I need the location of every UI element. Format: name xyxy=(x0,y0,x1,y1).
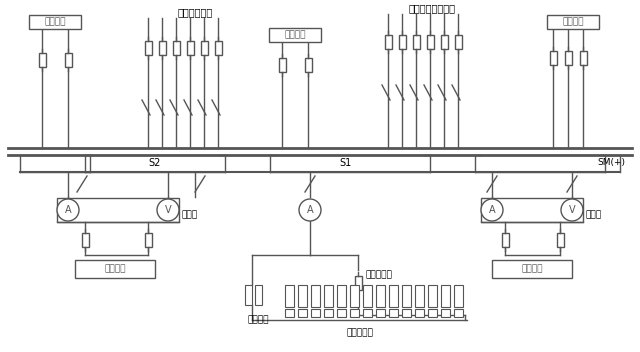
Circle shape xyxy=(481,199,503,221)
Bar xyxy=(399,35,406,49)
Text: 硅整流器: 硅整流器 xyxy=(104,264,125,274)
Bar xyxy=(454,285,463,307)
Bar xyxy=(564,51,572,65)
Bar xyxy=(81,233,88,247)
Bar xyxy=(337,309,346,317)
Text: 硅整流器: 硅整流器 xyxy=(521,264,543,274)
Bar xyxy=(298,285,307,307)
Circle shape xyxy=(57,199,79,221)
Bar xyxy=(278,58,285,72)
Bar xyxy=(324,285,333,307)
Bar xyxy=(376,285,385,307)
Text: 动力直流馈线: 动力直流馈线 xyxy=(177,7,212,17)
Bar xyxy=(385,35,392,49)
Bar xyxy=(481,198,583,222)
Bar xyxy=(413,35,419,49)
Text: SM(+): SM(+) xyxy=(597,158,625,167)
Bar xyxy=(200,41,207,55)
Bar xyxy=(389,285,398,307)
Circle shape xyxy=(157,199,179,221)
Bar xyxy=(75,260,155,278)
Bar xyxy=(298,309,307,317)
Circle shape xyxy=(561,199,583,221)
Bar xyxy=(324,309,333,317)
Text: A: A xyxy=(65,205,71,215)
Bar xyxy=(269,28,321,42)
Bar xyxy=(255,285,262,305)
Bar xyxy=(454,309,463,317)
Bar xyxy=(337,285,346,307)
Bar xyxy=(389,309,398,317)
Text: S1: S1 xyxy=(339,158,351,168)
Text: 放电分接头: 放电分接头 xyxy=(366,270,393,279)
Bar xyxy=(350,309,359,317)
Bar xyxy=(214,41,221,55)
Bar xyxy=(363,285,372,307)
Bar xyxy=(440,35,447,49)
Bar xyxy=(159,41,166,55)
Bar xyxy=(579,51,586,65)
Text: A: A xyxy=(307,205,314,215)
Bar xyxy=(145,41,152,55)
Bar xyxy=(285,285,294,307)
Text: 主充电: 主充电 xyxy=(182,210,198,220)
Bar xyxy=(441,309,450,317)
Text: 闪光装置: 闪光装置 xyxy=(563,18,584,26)
Bar xyxy=(65,53,72,67)
Text: 浮充电: 浮充电 xyxy=(586,210,602,220)
Bar xyxy=(557,233,563,247)
Bar xyxy=(186,41,193,55)
Bar xyxy=(550,51,557,65)
Bar xyxy=(402,285,411,307)
Bar xyxy=(285,309,294,317)
Text: 蓄电池组: 蓄电池组 xyxy=(247,315,269,324)
Bar xyxy=(426,35,433,49)
Bar xyxy=(244,285,252,305)
Bar xyxy=(350,285,359,307)
Bar xyxy=(38,53,45,67)
Text: S2: S2 xyxy=(149,158,161,168)
Bar xyxy=(57,198,179,222)
Circle shape xyxy=(299,199,321,221)
Bar xyxy=(454,35,461,49)
Bar xyxy=(402,309,411,317)
Text: 电压监察: 电压监察 xyxy=(44,18,66,26)
Text: A: A xyxy=(489,205,495,215)
Bar xyxy=(376,309,385,317)
Text: V: V xyxy=(569,205,575,215)
Text: 操作信号直流馈线: 操作信号直流馈线 xyxy=(408,3,456,13)
Bar xyxy=(492,260,572,278)
Bar xyxy=(502,233,509,247)
Bar xyxy=(415,309,424,317)
Bar xyxy=(415,285,424,307)
Bar xyxy=(145,233,152,247)
Bar xyxy=(173,41,179,55)
Bar xyxy=(363,309,372,317)
Text: V: V xyxy=(164,205,172,215)
Bar xyxy=(305,58,312,72)
Bar xyxy=(428,285,437,307)
Bar xyxy=(311,309,320,317)
Bar xyxy=(311,285,320,307)
Bar xyxy=(355,276,362,290)
Text: 充电分接头: 充电分接头 xyxy=(346,328,373,337)
Bar xyxy=(547,15,599,29)
Text: 绝缘监察: 绝缘监察 xyxy=(284,31,306,39)
Bar xyxy=(428,309,437,317)
Bar xyxy=(29,15,81,29)
Bar xyxy=(441,285,450,307)
